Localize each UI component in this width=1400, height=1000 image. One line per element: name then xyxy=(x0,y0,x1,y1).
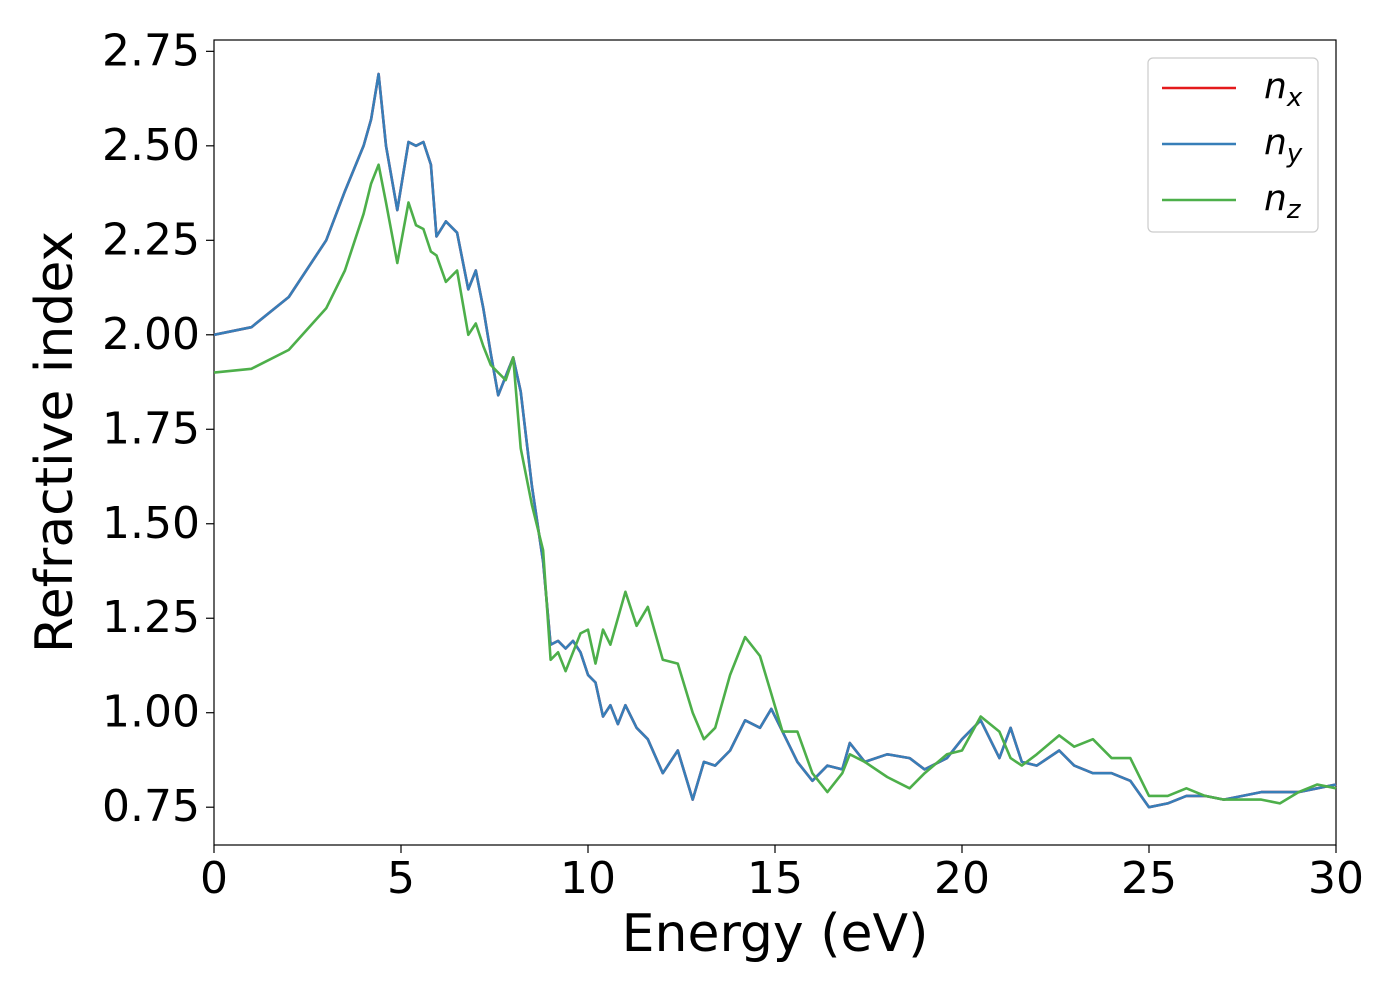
x-tick-label: 0 xyxy=(200,853,228,904)
x-tick-label: 25 xyxy=(1121,853,1177,904)
y-tick-label: 2.00 xyxy=(102,309,200,360)
x-axis-label: Energy (eV) xyxy=(622,904,929,964)
y-tick-label: 1.75 xyxy=(102,403,200,454)
legend: nx ny nz xyxy=(1147,57,1319,233)
x-tick-label: 30 xyxy=(1308,853,1364,904)
x-tick-label: 15 xyxy=(747,853,803,904)
x-tick-label: 10 xyxy=(560,853,616,904)
data-line xyxy=(213,163,1337,805)
y-axis-label: Refractive index xyxy=(25,231,85,653)
y-tick-label: 0.75 xyxy=(102,781,200,832)
x-tick-label: 5 xyxy=(387,853,415,904)
legend-label: nz xyxy=(1264,178,1302,225)
legend-label: ny xyxy=(1264,122,1303,169)
legend-label: nx xyxy=(1264,66,1303,113)
x-tick-label: 20 xyxy=(934,853,990,904)
y-tick-label: 1.00 xyxy=(102,687,200,738)
y-tick-label: 1.50 xyxy=(102,498,200,549)
data-line xyxy=(213,72,1337,809)
y-tick-label: 2.75 xyxy=(102,25,200,76)
y-tick-label: 1.25 xyxy=(102,592,200,643)
y-tick-label: 2.50 xyxy=(102,120,200,171)
y-tick-label: 2.25 xyxy=(102,214,200,265)
